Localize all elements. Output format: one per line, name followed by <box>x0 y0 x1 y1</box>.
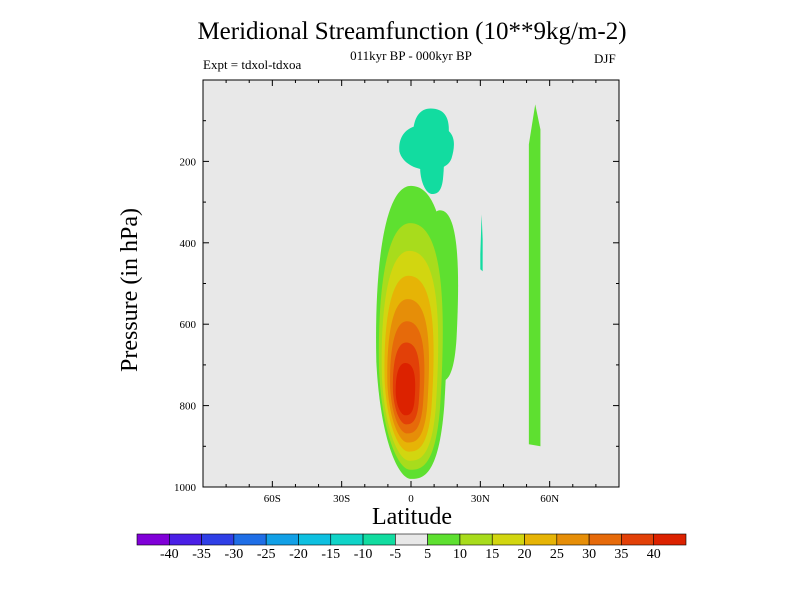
colorbar-label: 25 <box>550 547 564 562</box>
colorbar-swatch <box>395 533 428 546</box>
x-tick-label: 60S <box>264 493 281 505</box>
colorbar-swatch <box>265 533 299 546</box>
colorbar-swatch <box>330 533 364 546</box>
colorbar-label: 30 <box>582 547 596 562</box>
y-tick-label: 1000 <box>174 482 197 494</box>
contour-negative-cell-core <box>420 136 444 194</box>
colorbar-swatch <box>491 533 525 546</box>
colorbar-swatch <box>588 533 622 546</box>
experiment-label: Expt = tdxol-tdxoa <box>203 57 302 72</box>
colorbar-label: 20 <box>518 547 532 562</box>
colorbar: -40 -35 -30 -25 -20 -15 -10 -5 5 10 15 20 25 30 35 40 <box>136 533 687 562</box>
x-tick-label: 60N <box>540 493 559 505</box>
y-tick-label: 400 <box>180 238 197 250</box>
y-tick-label: 800 <box>180 401 197 413</box>
colorbar-label: -10 <box>354 547 373 562</box>
contour-negative-strip-30n <box>480 214 483 272</box>
colorbar-label: 5 <box>424 547 431 562</box>
chart-title: Meridional Streamfunction (10**9kg/m-2) <box>197 18 627 45</box>
colorbar-label: -20 <box>289 547 308 562</box>
x-tick-label: 30S <box>333 493 350 505</box>
y-tick-label: 200 <box>180 156 197 168</box>
colorbar-swatch <box>524 533 558 546</box>
colorbar-label: 35 <box>614 547 628 562</box>
colorbar-swatch <box>136 533 170 546</box>
colorbar-swatch <box>653 533 687 546</box>
colorbar-swatch <box>201 533 235 546</box>
colorbar-swatch <box>621 533 655 546</box>
colorbar-label: -40 <box>160 547 179 562</box>
colorbar-label: -30 <box>225 547 244 562</box>
colorbar-swatch <box>427 533 461 546</box>
contour-positive-level-40 <box>395 363 416 416</box>
x-tick-label: 30N <box>471 493 490 505</box>
contour-field <box>376 104 541 479</box>
colorbar-swatch <box>168 533 202 546</box>
colorbar-label: -35 <box>192 547 211 562</box>
season-label: DJF <box>594 51 616 66</box>
y-axis: 200 400 600 800 1000 <box>174 120 619 494</box>
y-tick-label: 600 <box>180 319 197 331</box>
colorbar-label: 10 <box>453 547 467 562</box>
x-axis-label: Latitude <box>372 504 452 530</box>
colorbar-label: -25 <box>257 547 276 562</box>
colorbar-label: -5 <box>390 547 402 562</box>
contour-positive-strip-60n <box>528 104 541 447</box>
colorbar-swatch <box>362 533 396 546</box>
colorbar-label: 40 <box>647 547 661 562</box>
colorbar-swatch <box>556 533 590 546</box>
colorbar-swatch <box>298 533 332 546</box>
x-tick-label: 0 <box>408 493 414 505</box>
colorbar-label: -15 <box>321 547 340 562</box>
colorbar-swatch <box>459 533 493 546</box>
colorbar-label: 15 <box>485 547 499 562</box>
chart-subtitle: 011kyr BP - 000kyr BP <box>350 48 472 63</box>
x-axis: 60S 30S 0 30N 60N <box>225 80 597 505</box>
colorbar-swatch <box>233 533 267 546</box>
